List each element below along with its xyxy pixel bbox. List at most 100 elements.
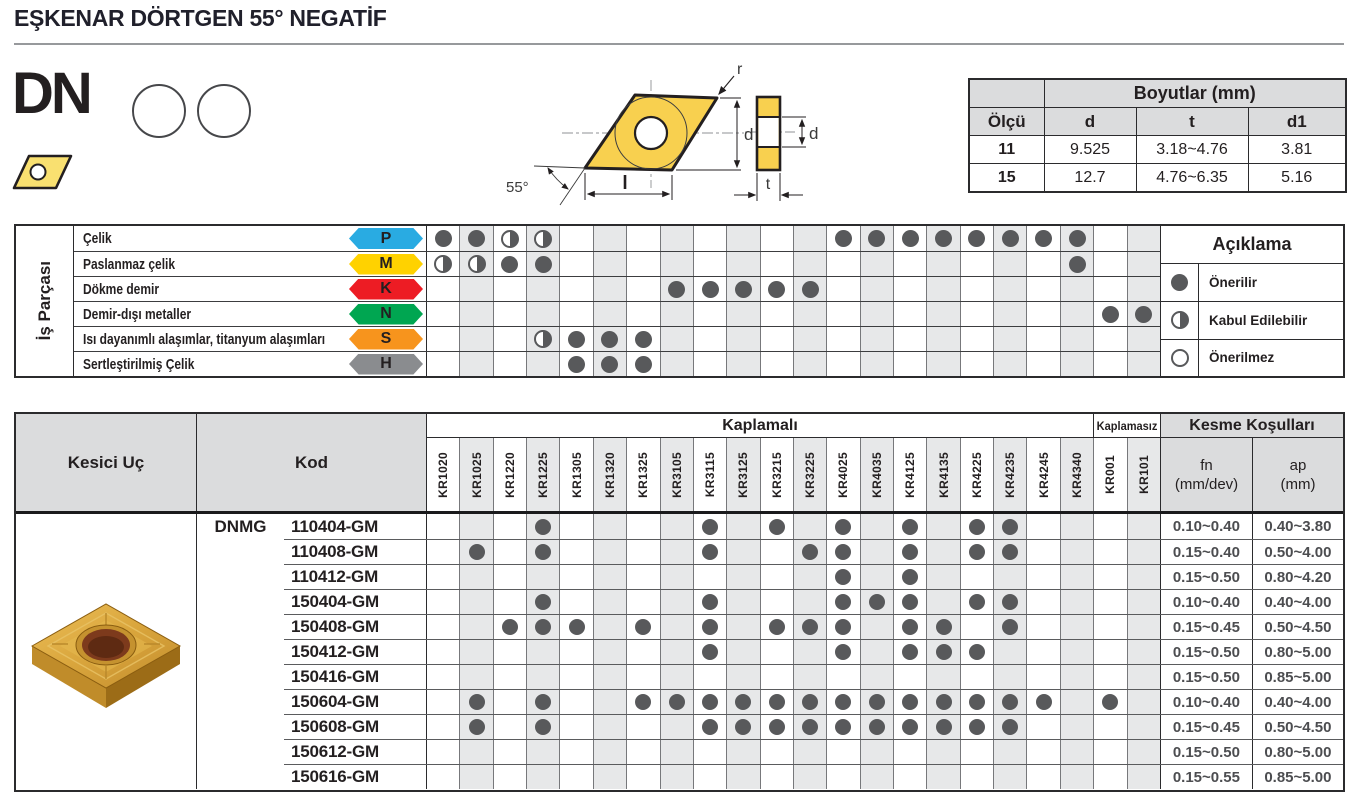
recommended-dot <box>702 544 719 560</box>
material-name-cell: Paslanmaz çelik <box>74 252 346 276</box>
grade-cell <box>926 514 960 539</box>
rating-cell <box>692 327 726 351</box>
rating-cell <box>692 352 726 376</box>
grade-cell <box>726 690 760 714</box>
empty-dot <box>1170 348 1189 367</box>
recommended-dot <box>802 694 819 710</box>
rating-cell <box>626 252 659 276</box>
dim-label-t: t <box>766 176 771 193</box>
placeholder-circle <box>197 84 251 138</box>
insert-code: 150408-GM <box>291 617 379 636</box>
grade-cell <box>859 514 894 539</box>
grade-column-label: KR4235 <box>1003 451 1018 498</box>
grade-cell <box>492 565 526 589</box>
grade-cell <box>1026 690 1059 714</box>
grade-column-label: KR4245 <box>1036 451 1051 498</box>
technical-drawing: r d l 55° d t <box>506 61 818 206</box>
material-letter: N <box>380 305 392 322</box>
insert-code: 150412-GM <box>291 642 379 661</box>
rating-cell <box>1026 302 1059 326</box>
rating-cell <box>1093 226 1126 251</box>
grade-cell <box>1126 740 1160 764</box>
grade-cell <box>592 665 627 689</box>
grade-cell <box>659 615 693 639</box>
grade-cell <box>559 665 592 689</box>
rating-cell <box>1059 352 1094 376</box>
grade-cell <box>426 640 459 664</box>
rating-cell <box>792 327 827 351</box>
grade-cell <box>926 715 960 739</box>
grade-cell <box>826 740 859 764</box>
material-name: Çelik <box>83 230 112 247</box>
recommended-dot <box>735 694 752 710</box>
recommended-dot <box>902 594 919 610</box>
grade-cell <box>1126 615 1160 639</box>
half-dot <box>467 255 486 273</box>
full-dot <box>601 355 619 373</box>
rating-cell <box>959 277 993 301</box>
grade-cell <box>792 740 827 764</box>
rating-cell <box>659 226 693 251</box>
rating-cell <box>592 277 627 301</box>
grade-column-label: KR3105 <box>669 451 684 498</box>
grade-cell <box>893 590 926 614</box>
grade-cell <box>792 640 827 664</box>
rating-cell <box>1059 252 1094 276</box>
grade-cell <box>993 765 1027 789</box>
grade-cell <box>1093 514 1126 539</box>
ap-value: 0.50~4.50 <box>1251 615 1343 639</box>
rating-cell <box>492 252 526 276</box>
recommended-dot <box>835 644 852 660</box>
grade-cell <box>1059 590 1094 614</box>
grade-cell <box>626 514 659 539</box>
insert-code: 110408-GM <box>291 542 379 561</box>
recommended-dot <box>835 719 852 735</box>
size-value-d1: 3.81 <box>1247 135 1347 164</box>
grade-cell <box>659 715 693 739</box>
rating-cell <box>759 327 793 351</box>
grade-cell <box>759 615 793 639</box>
workpiece-table: İş Parçası Çelik P Paslanmaz çelik M Dökme d… <box>14 224 1345 378</box>
rating-cell <box>959 352 993 376</box>
rating-cell <box>459 277 493 301</box>
grade-cell <box>926 740 960 764</box>
rating-cell <box>526 352 560 376</box>
grade-cell <box>893 514 926 539</box>
material-letter-badge: H <box>349 353 423 375</box>
rating-cell <box>526 277 560 301</box>
grade-column-header: KR1025 <box>459 438 493 511</box>
grade-cell <box>926 565 960 589</box>
header-code: Kod <box>197 414 426 511</box>
grade-cell <box>993 715 1027 739</box>
rating-cell <box>959 252 993 276</box>
material-name: Paslanmaz çelik <box>83 255 176 273</box>
ap-value: 0.40~4.00 <box>1251 590 1343 614</box>
grade-cell <box>759 740 793 764</box>
grade-cell <box>692 615 726 639</box>
workpiece-row: Demir-dışı metaller N <box>74 301 1160 326</box>
recommended-dot <box>535 719 552 735</box>
grade-cell <box>759 640 793 664</box>
header-insert: Kesici Uç <box>16 414 197 511</box>
catalog-row: 150608-GM 0.15~0.45 0.50~4.50 <box>284 714 1343 739</box>
recommended-dot <box>835 594 852 610</box>
grade-cell <box>893 715 926 739</box>
grade-column-label: KR4225 <box>969 451 984 498</box>
insert-code: 150612-GM <box>291 742 379 761</box>
grade-cell <box>826 590 859 614</box>
fn-unit: (mm/dev) <box>1174 475 1239 493</box>
recommended-dot <box>902 569 919 585</box>
grade-cell <box>1126 665 1160 689</box>
rating-cell <box>659 327 693 351</box>
fn-value: 0.15~0.45 <box>1159 715 1252 739</box>
grade-cell <box>893 640 926 664</box>
rating-cell <box>426 327 459 351</box>
rating-cell <box>559 277 592 301</box>
grade-cell <box>1059 640 1094 664</box>
grade-cell <box>1093 565 1126 589</box>
rating-cell <box>426 252 459 276</box>
half-dot <box>1170 311 1189 330</box>
rating-cell <box>626 226 659 251</box>
rating-cell <box>859 252 894 276</box>
rating-cell <box>893 277 926 301</box>
